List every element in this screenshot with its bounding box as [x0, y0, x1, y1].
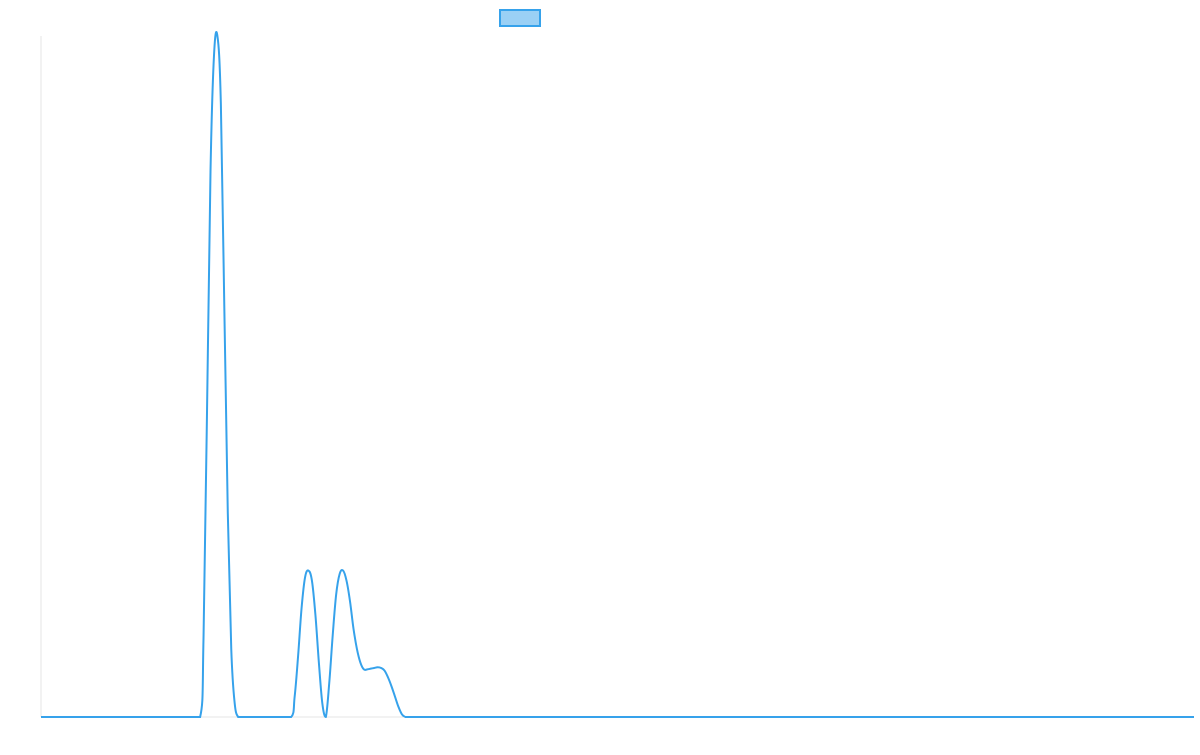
data-point [386, 676, 390, 680]
data-point [379, 666, 383, 670]
data-point [410, 715, 414, 719]
data-point [289, 715, 293, 719]
data-point [303, 575, 307, 579]
data-point [296, 654, 300, 658]
data-point [369, 667, 373, 671]
data-point [355, 647, 359, 651]
data-point [1192, 715, 1196, 719]
data-point [310, 579, 314, 583]
data-point [39, 715, 43, 719]
series-points [39, 34, 1196, 719]
data-point [219, 102, 223, 106]
legend[interactable] [499, 9, 541, 27]
data-point [383, 669, 387, 673]
data-point [362, 667, 366, 671]
data-point [390, 684, 394, 688]
data-point [345, 579, 349, 583]
data-point [396, 705, 400, 709]
data-point [348, 599, 352, 603]
data-point [393, 695, 397, 699]
data-point [243, 715, 247, 719]
data-point [372, 666, 376, 670]
data-point [313, 613, 317, 617]
data-point [208, 170, 212, 174]
data-point [212, 54, 216, 58]
data-point [240, 715, 244, 719]
series-line [40, 31, 1194, 719]
legend-swatch[interactable] [499, 9, 541, 27]
data-point [407, 715, 411, 719]
data-point [306, 569, 310, 573]
data-point [327, 681, 331, 685]
data-point [293, 695, 297, 699]
data-point [358, 661, 362, 665]
data-point [198, 715, 202, 719]
data-point [236, 715, 240, 719]
data-point [205, 409, 209, 413]
data-point [376, 665, 380, 669]
data-point [249, 715, 253, 719]
data-point [320, 701, 324, 705]
data-point [300, 606, 304, 610]
data-point [317, 661, 321, 665]
data-point [331, 633, 335, 637]
data-point [351, 626, 355, 630]
data-point [233, 701, 237, 705]
data-point [338, 572, 342, 576]
data-point [341, 569, 345, 573]
data-point [400, 712, 404, 716]
data-point [202, 633, 206, 637]
data-point [229, 647, 233, 651]
data-point [324, 715, 328, 719]
data-point [403, 715, 407, 719]
data-point [334, 592, 338, 596]
data-point [226, 511, 230, 515]
data-point [222, 306, 226, 310]
data-point [365, 667, 369, 671]
data-point [215, 34, 219, 38]
